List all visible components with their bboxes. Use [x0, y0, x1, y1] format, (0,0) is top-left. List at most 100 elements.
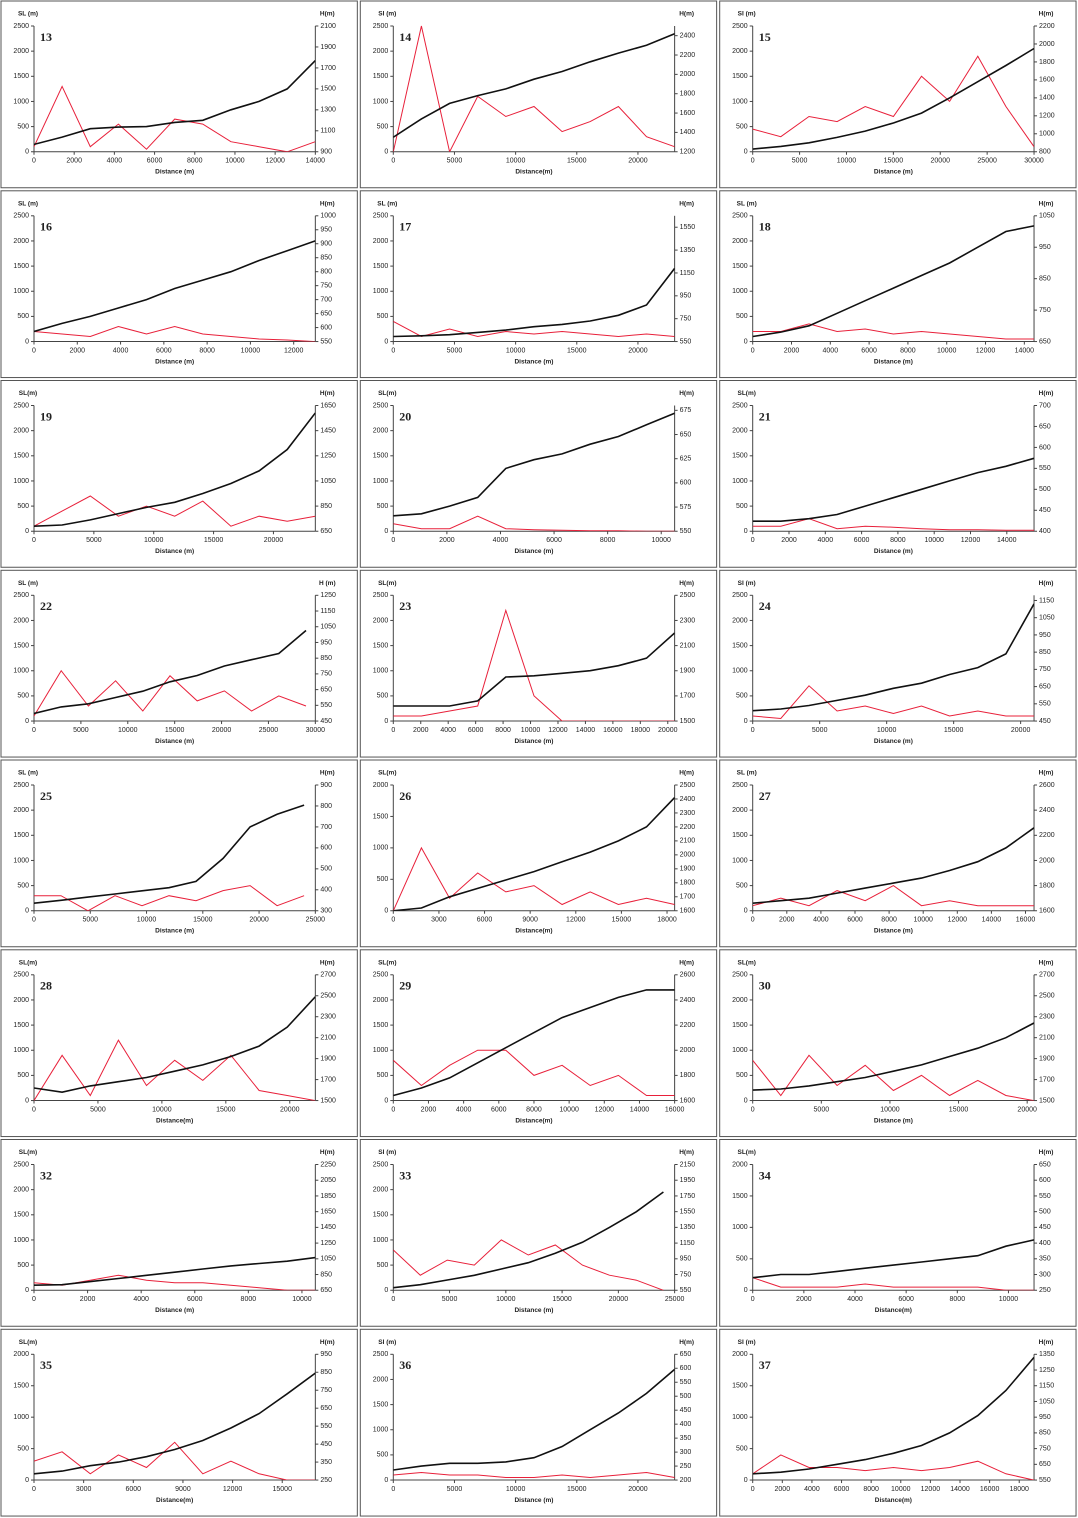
- y-tick-label: 1500: [13, 1383, 29, 1390]
- y2-tick-label: 1600: [680, 1097, 696, 1104]
- y-tick-label: 2000: [732, 1161, 748, 1168]
- x-tick-label: 14000: [997, 537, 1017, 544]
- y2-tick-label: 1400: [1039, 95, 1055, 102]
- y2-tick-label: 1750: [680, 1193, 696, 1200]
- x-tick-label: 15000: [884, 158, 904, 165]
- x-axis-label: Distance (m): [514, 1307, 553, 1314]
- y-tick-label: 2500: [13, 213, 29, 220]
- x-tick-label: 0: [751, 1296, 755, 1303]
- x-tick-label: 25000: [665, 1296, 685, 1303]
- y2-tick-label: 1050: [1039, 615, 1055, 622]
- y2-tick-label: 1500: [1039, 1097, 1055, 1104]
- profile-line: [752, 827, 1035, 904]
- y-tick-label: 2000: [732, 617, 748, 624]
- x-tick-label: 4000: [818, 537, 834, 544]
- x-tick-label: 6000: [156, 347, 172, 354]
- x-tick-label: 20000: [212, 727, 232, 734]
- chart-panel: 0 500 1000 1500 2000 2500 1200 1400 1600 1800 2000…: [359, 0, 718, 189]
- x-tick-label: 10000: [241, 347, 261, 354]
- y2-tick-label: 2200: [1039, 832, 1055, 839]
- chart-panel: 0 500 1000 1500 2000 2500 400 450 500 550 600 650 70…: [719, 380, 1077, 568]
- y2-tick-label: 950: [680, 1256, 692, 1263]
- x-tick-label: 6000: [861, 347, 877, 354]
- x-tick-label: 0: [391, 1106, 395, 1113]
- panel-frame: [719, 1328, 1077, 1517]
- x-tick-label: 20000: [264, 537, 284, 544]
- y2-tick-label: 600: [1039, 1177, 1051, 1184]
- x-tick-label: 10000: [496, 1296, 516, 1303]
- chart-title: 34: [759, 1168, 771, 1182]
- y-tick-label: 2500: [732, 592, 748, 599]
- y-tick-label: 1000: [732, 98, 748, 105]
- x-axis-label: Distance (m): [155, 168, 194, 175]
- profile-line: [752, 225, 1035, 338]
- x-tick-label: 4000: [133, 1296, 149, 1303]
- y-tick-label: 0: [384, 338, 388, 345]
- y-tick-label: 0: [25, 908, 29, 915]
- panel-frame: [359, 949, 718, 1138]
- x-tick-label: 0: [391, 727, 395, 734]
- chart-title: 32: [40, 1168, 52, 1182]
- x-tick-label: 8000: [881, 917, 897, 924]
- y-tick-label: 1500: [732, 263, 748, 270]
- y2-tick-label: 1600: [680, 110, 696, 117]
- y2-tick-label: 500: [320, 866, 332, 873]
- x-tick-label: 2000: [80, 1296, 96, 1303]
- profile-line: [752, 47, 1035, 150]
- y-tick-label: 2500: [373, 402, 389, 409]
- panel-frame: [0, 190, 358, 379]
- y-tick-label: 2500: [373, 1351, 389, 1358]
- x-tick-label: 2000: [66, 158, 82, 165]
- y-tick-label: 1000: [732, 1224, 748, 1231]
- x-tick-label: 6000: [187, 1296, 203, 1303]
- x-tick-label: 6000: [847, 917, 863, 924]
- y2-axis-label: H(m): [320, 770, 335, 777]
- y2-axis-label: H(m): [320, 390, 335, 397]
- y-tick-label: 2000: [13, 1351, 29, 1358]
- y2-tick-label: 1900: [680, 866, 696, 873]
- y-tick-label: 1000: [13, 857, 29, 864]
- x-tick-label: 6000: [854, 537, 870, 544]
- y2-tick-label: 850: [320, 655, 332, 662]
- y-tick-label: 500: [377, 1072, 389, 1079]
- x-axis-label: Distance(m): [515, 927, 552, 934]
- x-tick-label: 2000: [413, 727, 429, 734]
- x-tick-label: 14000: [306, 158, 326, 165]
- y2-tick-label: 2150: [680, 1161, 696, 1168]
- x-tick-label: 0: [32, 347, 36, 354]
- x-tick-label: 18000: [631, 727, 651, 734]
- y-tick-label: 1000: [732, 1047, 748, 1054]
- x-tick-label: 2000: [69, 347, 85, 354]
- x-tick-label: 0: [32, 158, 36, 165]
- y2-tick-label: 1350: [1039, 1351, 1055, 1358]
- y2-tick-label: 550: [680, 528, 692, 535]
- chart-title: 29: [399, 979, 411, 993]
- y2-tick-label: 1900: [320, 1055, 336, 1062]
- y-tick-label: 500: [736, 1256, 748, 1263]
- y2-tick-label: 400: [320, 887, 332, 894]
- y2-tick-label: 350: [680, 1435, 692, 1442]
- y2-tick-label: 650: [320, 686, 332, 693]
- panel-frame: [0, 1139, 358, 1327]
- y-axis-label: SL (m): [18, 580, 38, 587]
- y2-axis-label: H(m): [320, 960, 335, 967]
- x-tick-label: 0: [391, 1296, 395, 1303]
- y2-tick-label: 1150: [1039, 597, 1054, 604]
- chart-panel: 0 500 1000 1500 2000 2500 900 1100 1300 1500 1700 1…: [0, 0, 358, 189]
- y-tick-label: 2000: [373, 238, 389, 245]
- x-tick-label: 10000: [225, 158, 245, 165]
- y2-tick-label: 2200: [680, 52, 696, 59]
- y-tick-label: 0: [25, 1097, 29, 1104]
- y2-tick-label: 2100: [680, 838, 696, 845]
- y-axis-label: SL (m): [18, 201, 38, 208]
- y-tick-label: 1500: [373, 1022, 389, 1029]
- y-axis-label: SI (m): [738, 1339, 756, 1346]
- panel-frame: [359, 759, 718, 948]
- y2-tick-label: 950: [320, 227, 332, 234]
- profile-line: [393, 1368, 675, 1471]
- y-tick-label: 0: [744, 528, 748, 535]
- x-tick-label: 20000: [249, 917, 269, 924]
- y-tick-label: 2500: [13, 402, 29, 409]
- y-tick-label: 1000: [732, 288, 748, 295]
